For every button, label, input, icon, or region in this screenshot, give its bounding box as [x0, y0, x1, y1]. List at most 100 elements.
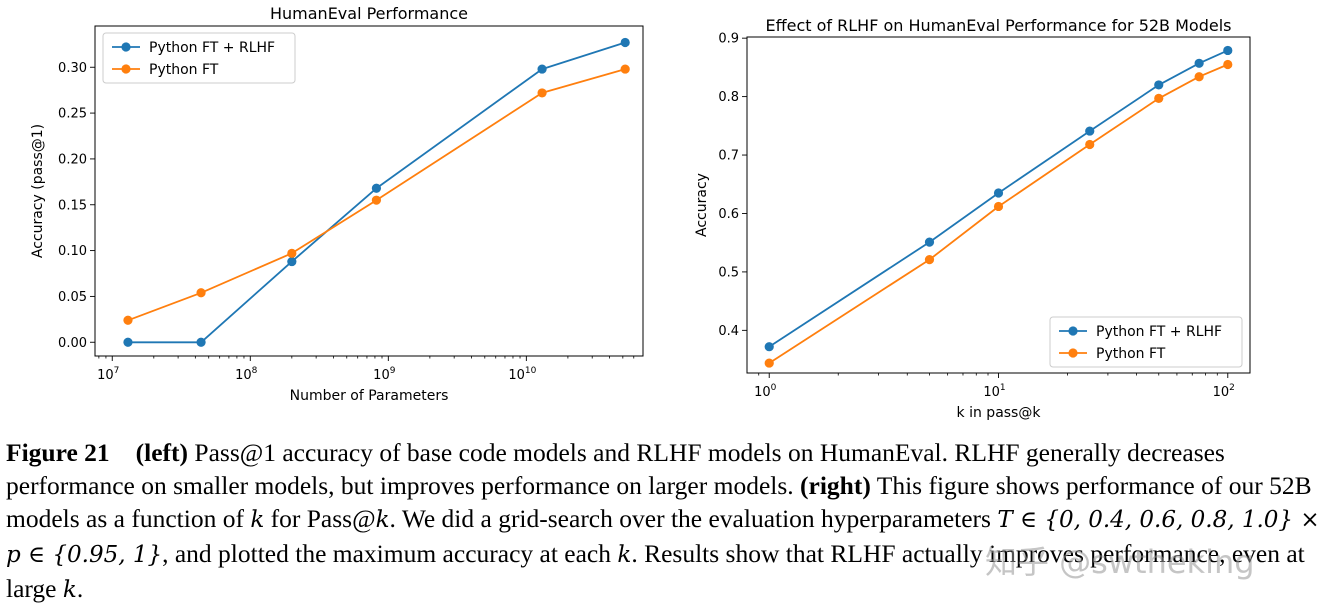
chart-title: HumanEval Performance: [270, 4, 468, 23]
x-tick-label: 108: [235, 366, 258, 383]
x-tick-exponent: 1: [1000, 383, 1006, 393]
y-tick-label: 0.8: [718, 90, 739, 105]
data-point: [1194, 58, 1204, 68]
right-label: (right): [800, 471, 871, 500]
x-tick-exponent: 9: [390, 366, 396, 376]
y-axis-title: Accuracy: [694, 173, 710, 237]
legend-marker: [1068, 326, 1078, 336]
y-tick-label: 0.5: [718, 265, 739, 280]
legend-marker: [121, 64, 131, 74]
data-point: [537, 64, 547, 74]
y-tick-label: 0.4: [718, 324, 739, 339]
figure-label: Figure 21: [6, 438, 110, 467]
data-point: [1223, 59, 1233, 70]
chart-title: Effect of RLHF on HumanEval Performance …: [766, 16, 1232, 35]
legend-label: Python FT: [149, 62, 219, 78]
data-point: [123, 315, 133, 325]
x-tick-base: 10: [508, 368, 525, 383]
data-point: [924, 255, 935, 265]
caption-text: Figure 21 (left) Pass@1 accuracy of base …: [6, 436, 1326, 607]
plot-frame: [94, 25, 644, 357]
y-tick-label: 0.00: [58, 336, 87, 351]
series-line: [127, 68, 626, 322]
y-tick-label: 0.25: [58, 107, 87, 122]
x-tick-exponent: 7: [114, 366, 120, 376]
math-k-4: k: [62, 577, 77, 603]
x-tick-base: 10: [235, 368, 252, 383]
legend-marker: [121, 42, 131, 52]
data-point: [287, 248, 297, 258]
legend-box: [1049, 316, 1243, 368]
data-point: [196, 337, 206, 347]
x-tick-base: 10: [373, 368, 390, 383]
y-tick-label: 0.7: [718, 149, 739, 164]
x-tick-label: 107: [97, 366, 119, 383]
data-point: [1223, 45, 1233, 56]
data-point: [371, 183, 382, 193]
data-point: [764, 342, 774, 352]
data-point: [123, 337, 133, 347]
y-tick-label: 0.9: [718, 32, 739, 47]
y-tick-label: 0.15: [58, 198, 87, 213]
caption-sentence-d-pre: . Results show that RLHF actually improv…: [6, 539, 1305, 603]
legend-label: Python FT + RLHF: [1096, 324, 1222, 340]
x-tick-exponent: 0: [771, 383, 777, 393]
x-tick-exponent: 10: [525, 366, 537, 376]
x-tick-label: 100: [754, 383, 777, 400]
x-tick-base: 10: [97, 368, 114, 383]
x-axis-title: k in pass@k: [957, 405, 1042, 421]
data-point: [1085, 126, 1095, 136]
y-tick-label: 0.10: [58, 244, 87, 259]
y-tick-label: 0.20: [58, 152, 87, 167]
data-point: [537, 88, 547, 98]
data-point: [620, 37, 630, 48]
data-point: [924, 237, 935, 247]
legend-marker: [1068, 348, 1078, 358]
x-tick-label: 101: [983, 383, 1005, 400]
caption-end: .: [76, 574, 84, 603]
x-tick-exponent: 2: [1229, 383, 1235, 393]
caption-sentence-a: Pass@1 accuracy of base code models and …: [6, 438, 1225, 500]
caption-sentence-c-post: , and plotted the maximum accuracy at ea…: [162, 539, 611, 568]
x-tick-base: 10: [754, 385, 771, 400]
data-point: [196, 288, 206, 298]
data-point: [1154, 93, 1164, 103]
data-point: [993, 188, 1004, 198]
math-hyperparameters: T ∈ {0, 0.4, 0.6, 0.8, 1.0} × p ∈ {0.95,…: [6, 507, 1320, 568]
y-tick-label: 0.05: [58, 290, 87, 305]
legend-label: Python FT: [1096, 346, 1166, 362]
data-point: [993, 201, 1004, 212]
x-axis-title: Number of Parameters: [290, 388, 449, 404]
x-tick-label: 109: [373, 366, 396, 383]
x-tick-label: 102: [1213, 383, 1235, 400]
data-point: [764, 358, 774, 368]
data-point: [1154, 80, 1164, 90]
data-point: [620, 64, 630, 74]
data-point: [1194, 72, 1204, 82]
x-tick-base: 10: [1213, 385, 1230, 400]
legend-label: Python FT + RLHF: [149, 40, 275, 56]
left-label: (left): [135, 438, 189, 467]
y-axis-title: Accuracy (pass@1): [30, 124, 46, 258]
y-tick-label: 0.6: [718, 207, 739, 222]
caption-sentence-c-pre: . We did a grid-search over the evaluati…: [389, 504, 991, 533]
x-tick-label: 1010: [508, 366, 536, 383]
caption-sentence-b-mid: for Pass@: [270, 504, 376, 533]
math-k-3: k: [617, 542, 632, 568]
x-tick-exponent: 8: [252, 366, 258, 376]
caption-sentence-b-pre: This figure shows performance of our 52B…: [6, 471, 1312, 533]
data-point: [371, 195, 382, 205]
series-line: [128, 41, 626, 344]
right-chart: Effect of RLHF on HumanEval Performance …: [694, 16, 1251, 421]
math-k-1: k: [250, 507, 265, 533]
data-point: [287, 256, 297, 267]
legend-box: [102, 32, 296, 84]
figure-caption: Figure 21 (left) Pass@1 accuracy of base …: [6, 436, 1326, 607]
x-tick-base: 10: [983, 385, 1000, 400]
math-k-2: k: [375, 507, 390, 533]
data-point: [1085, 139, 1095, 150]
y-tick-label: 0.30: [58, 61, 87, 76]
watermark: 知乎 @swtheking: [985, 543, 1255, 581]
